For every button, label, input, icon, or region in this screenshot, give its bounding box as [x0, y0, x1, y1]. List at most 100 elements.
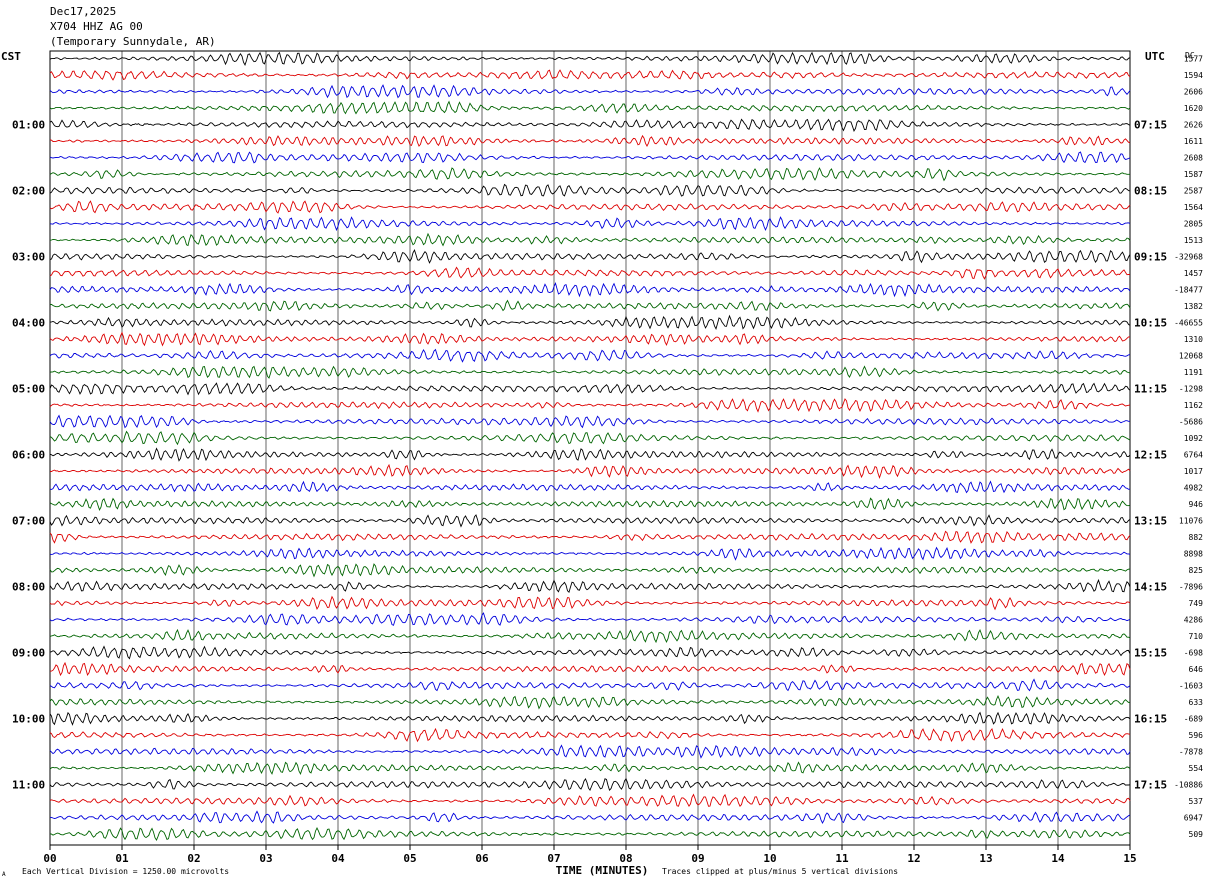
x-tick-label: 05	[403, 852, 416, 865]
left-time-label: 10:00	[12, 713, 45, 726]
dc-value-label: 509	[1189, 830, 1204, 839]
dc-value-label: 946	[1189, 500, 1204, 509]
trace-blue	[49, 84, 1131, 99]
left-timezone-label: CST	[1, 50, 21, 63]
left-time-label: 07:00	[12, 515, 45, 528]
x-tick-label: 13	[979, 852, 992, 865]
left-time-label: 05:00	[12, 383, 45, 396]
dc-value-label: 1513	[1184, 236, 1203, 245]
trace-black	[49, 711, 1131, 726]
trace-red	[49, 661, 1131, 677]
dc-value-label: 882	[1189, 533, 1204, 542]
trace-green	[49, 365, 1131, 379]
dc-value-label: 1457	[1184, 269, 1203, 278]
header-date: Dec17,2025	[50, 5, 117, 18]
left-time-label: 03:00	[12, 251, 45, 264]
dc-value-label: 2608	[1184, 154, 1203, 163]
trace-black	[49, 314, 1131, 331]
trace-black	[49, 578, 1131, 594]
trace-green	[49, 628, 1131, 644]
dc-value-label: 1092	[1184, 434, 1203, 443]
dc-value-label: 2587	[1184, 187, 1203, 196]
dc-value-label: 1594	[1184, 71, 1203, 80]
trace-black	[49, 118, 1131, 132]
trace-blue	[49, 151, 1131, 164]
scale-note: Each Vertical Division = 1250.00 microvo…	[22, 867, 230, 876]
left-time-label: 01:00	[12, 119, 45, 132]
left-time-label: 11:00	[12, 779, 45, 792]
trace-red	[49, 331, 1130, 347]
right-time-label: 17:15	[1134, 779, 1167, 792]
trace-red	[49, 595, 1131, 611]
trace-black	[49, 447, 1131, 462]
trace-green	[49, 430, 1131, 446]
left-time-label: 09:00	[12, 647, 45, 660]
x-tick-label: 03	[259, 852, 272, 865]
x-tick-label: 00	[43, 852, 56, 865]
trace-black	[49, 382, 1131, 396]
dc-value-label: 1191	[1184, 368, 1203, 377]
x-tick-label: 08	[619, 852, 632, 865]
dc-value-label: -18477	[1174, 286, 1203, 295]
dc-value-label: 1587	[1184, 170, 1203, 179]
right-time-label: 15:15	[1134, 647, 1167, 660]
dc-value-label: 537	[1189, 797, 1204, 806]
trace-red	[49, 266, 1131, 280]
dc-value-label: 596	[1189, 731, 1204, 740]
trace-red	[49, 398, 1131, 413]
dc-value-label: 646	[1189, 665, 1204, 674]
trace-green	[49, 100, 1131, 115]
trace-blue	[49, 678, 1131, 692]
dc-value-label: -7878	[1179, 748, 1203, 757]
trace-black	[49, 248, 1131, 264]
trace-red	[49, 134, 1131, 147]
dc-value-label: -7896	[1179, 583, 1203, 592]
trace-blue	[49, 414, 1130, 429]
trace-blue	[49, 348, 1131, 363]
dc-value-label: 12068	[1179, 352, 1203, 361]
right-timezone-label: UTC	[1145, 50, 1165, 63]
x-tick-label: 07	[547, 852, 560, 865]
dc-value-label: 1577	[1184, 55, 1203, 64]
trace-green	[49, 563, 1131, 578]
x-tick-label: 10	[763, 852, 776, 865]
x-tick-label: 06	[475, 852, 489, 865]
header-station: X704 HHZ AG 00	[50, 20, 143, 33]
trace-red	[49, 69, 1131, 81]
trace-red	[49, 727, 1131, 743]
trace-red	[49, 200, 1131, 214]
right-time-label: 16:15	[1134, 713, 1167, 726]
x-tick-label: 02	[187, 852, 200, 865]
dc-value-label: 8898	[1184, 550, 1203, 559]
dc-value-label: 825	[1189, 566, 1204, 575]
dc-value-label: 2805	[1184, 220, 1203, 229]
header-location: (Temporary Sunnydale, AR)	[50, 35, 216, 48]
right-time-label: 09:15	[1134, 251, 1167, 264]
left-time-label: 02:00	[12, 185, 45, 198]
right-time-label: 10:15	[1134, 317, 1167, 330]
dc-label: DC	[1185, 51, 1195, 60]
x-tick-label: 09	[691, 852, 704, 865]
trace-green	[49, 299, 1131, 312]
trace-green	[49, 232, 1131, 247]
left-time-label: 08:00	[12, 581, 45, 594]
dc-value-label: 2606	[1184, 88, 1203, 97]
dc-value-label: 1611	[1184, 137, 1203, 146]
x-tick-label: 14	[1051, 852, 1065, 865]
dc-value-label: 749	[1189, 599, 1204, 608]
dc-value-label: 4982	[1184, 484, 1203, 493]
dc-value-label: -689	[1184, 715, 1203, 724]
trace-black	[49, 51, 1131, 67]
x-tick-label: 04	[331, 852, 345, 865]
trace-green	[49, 761, 1131, 776]
trace-blue	[49, 612, 1131, 626]
right-time-label: 13:15	[1134, 515, 1167, 528]
x-tick-label: 15	[1123, 852, 1136, 865]
dc-value-label: 6764	[1184, 451, 1203, 460]
trace-red	[49, 793, 1131, 807]
dc-value-label: 554	[1189, 764, 1204, 773]
dc-value-label: -5686	[1179, 418, 1203, 427]
trace-green	[49, 826, 1131, 841]
x-tick-label: 12	[907, 852, 920, 865]
